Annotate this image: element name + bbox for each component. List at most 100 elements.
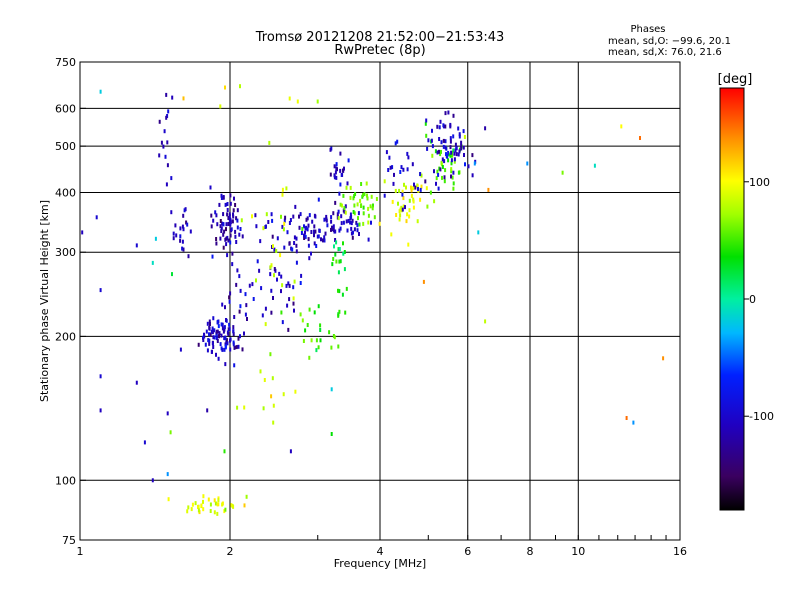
data-point bbox=[221, 322, 224, 327]
data-point bbox=[444, 139, 447, 144]
data-point bbox=[453, 159, 456, 164]
data-point bbox=[334, 170, 337, 175]
x-axis-label: Frequency [MHz] bbox=[334, 557, 426, 570]
data-point bbox=[338, 247, 341, 251]
data-point bbox=[441, 165, 444, 169]
data-point bbox=[632, 420, 635, 425]
data-point bbox=[420, 173, 423, 178]
data-point bbox=[333, 164, 336, 169]
data-point bbox=[299, 212, 302, 217]
data-point bbox=[431, 153, 434, 158]
data-point bbox=[345, 185, 348, 190]
data-point bbox=[408, 198, 411, 203]
data-point bbox=[222, 329, 225, 334]
data-point bbox=[444, 145, 447, 150]
data-point bbox=[367, 220, 370, 225]
data-point bbox=[214, 501, 217, 506]
data-point bbox=[229, 222, 232, 227]
data-point bbox=[398, 217, 401, 222]
data-point bbox=[338, 309, 341, 314]
data-point bbox=[241, 234, 244, 239]
data-point bbox=[236, 208, 239, 213]
data-point bbox=[165, 92, 168, 97]
data-point bbox=[231, 262, 234, 267]
data-point bbox=[182, 213, 185, 218]
data-point bbox=[394, 141, 397, 146]
data-point bbox=[283, 218, 286, 223]
data-point bbox=[220, 229, 223, 233]
data-point bbox=[370, 194, 373, 199]
data-point bbox=[449, 145, 452, 150]
y-tick-label: 750 bbox=[55, 56, 76, 69]
data-point bbox=[401, 192, 404, 197]
data-point bbox=[216, 320, 219, 325]
x-tick-label: 4 bbox=[377, 545, 384, 558]
data-point bbox=[339, 202, 342, 207]
data-point bbox=[433, 169, 435, 174]
data-point bbox=[425, 118, 428, 123]
data-point bbox=[216, 511, 219, 516]
data-point bbox=[295, 243, 298, 248]
data-point bbox=[393, 172, 395, 177]
data-point bbox=[202, 499, 204, 504]
colorbar bbox=[719, 87, 745, 511]
data-point bbox=[256, 259, 259, 264]
data-point bbox=[458, 134, 461, 139]
data-point bbox=[344, 204, 347, 209]
data-point bbox=[197, 505, 199, 509]
data-point bbox=[135, 243, 138, 248]
data-point bbox=[164, 154, 167, 159]
data-point bbox=[416, 219, 419, 224]
data-point bbox=[166, 472, 169, 477]
data-point bbox=[219, 236, 222, 241]
data-point bbox=[227, 222, 230, 226]
data-point bbox=[401, 189, 404, 194]
data-point bbox=[444, 111, 447, 116]
colorbar-ticks: 100 0 -100 bbox=[744, 176, 774, 423]
data-point bbox=[229, 240, 232, 245]
data-point bbox=[271, 234, 274, 239]
data-point bbox=[330, 432, 333, 436]
y-tick-label: 300 bbox=[55, 246, 76, 259]
data-point bbox=[450, 161, 453, 166]
data-point bbox=[417, 187, 419, 191]
data-point bbox=[263, 378, 266, 382]
data-point bbox=[320, 237, 322, 242]
data-point bbox=[457, 126, 460, 131]
data-point bbox=[318, 228, 321, 233]
data-point bbox=[212, 316, 215, 321]
data-point bbox=[232, 325, 235, 330]
data-point bbox=[447, 110, 450, 115]
data-point bbox=[402, 204, 405, 209]
data-point bbox=[285, 283, 288, 288]
data-point bbox=[221, 221, 224, 226]
data-point bbox=[229, 220, 232, 225]
data-point bbox=[438, 166, 441, 171]
data-point bbox=[187, 505, 190, 510]
data-point bbox=[450, 158, 453, 163]
x-tick-label: 2 bbox=[227, 545, 234, 558]
data-point bbox=[223, 347, 226, 352]
data-point bbox=[264, 306, 267, 311]
data-point bbox=[337, 288, 339, 293]
data-point bbox=[333, 175, 336, 180]
data-point bbox=[353, 203, 356, 208]
data-point bbox=[292, 296, 295, 301]
data-point bbox=[293, 279, 296, 284]
data-point bbox=[269, 265, 272, 270]
data-point bbox=[317, 345, 320, 350]
data-point bbox=[227, 238, 230, 243]
data-point bbox=[301, 227, 304, 231]
data-point bbox=[224, 507, 227, 512]
data-point bbox=[208, 332, 210, 337]
data-point bbox=[294, 389, 297, 394]
chart-subtitle: RwPretec (8p) bbox=[334, 43, 425, 58]
data-point bbox=[225, 227, 227, 232]
data-point bbox=[308, 355, 311, 360]
data-point bbox=[215, 241, 218, 246]
data-point bbox=[285, 186, 288, 191]
data-point bbox=[219, 104, 222, 109]
data-point bbox=[463, 135, 466, 139]
data-point bbox=[261, 313, 264, 318]
